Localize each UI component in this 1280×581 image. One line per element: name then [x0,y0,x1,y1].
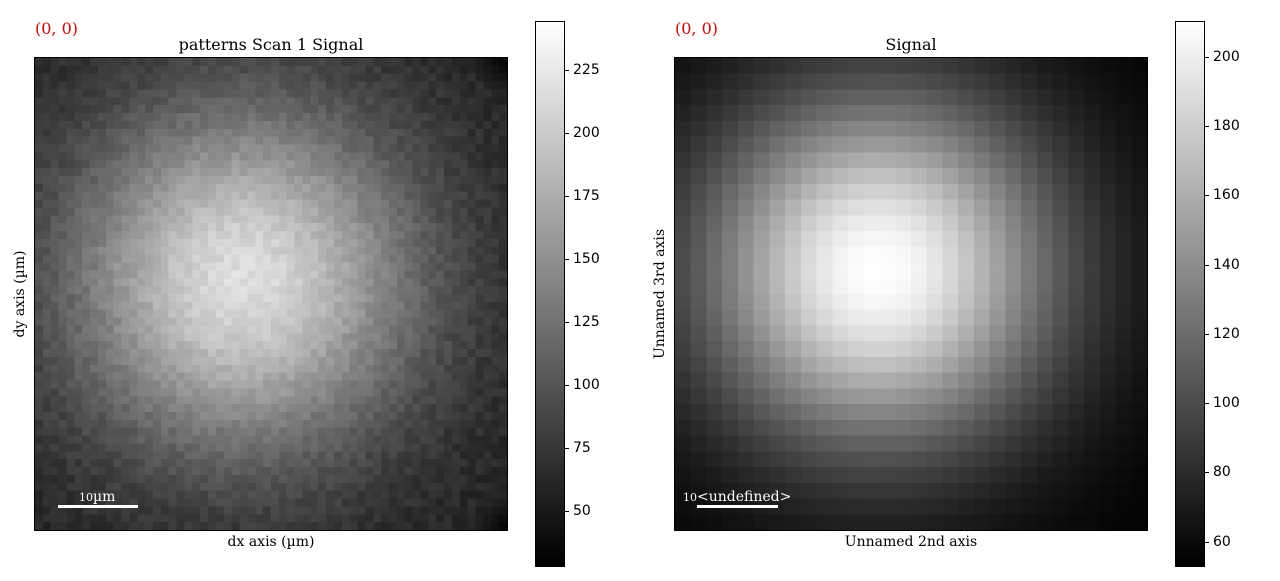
left-scalebar-label: 10µm [79,490,115,505]
colorbar-tick-label: 120 [1213,326,1240,342]
right-x-axis-label: Unnamed 2nd axis [844,534,978,550]
colorbar-tick [564,511,569,512]
right-scalebar-unit: <undefined> [697,489,792,505]
right-scalebar-label: 10<undefined> [683,490,791,505]
right-heatmap-image[interactable] [674,57,1148,531]
colorbar-tick [564,133,569,134]
coordinate-readout-left: (0, 0) [35,19,79,38]
left-scalebar-unit: µm [93,489,116,505]
colorbar-tick [564,385,569,386]
colorbar-tick [1204,195,1209,196]
left-heatmap-image[interactable] [34,57,508,531]
left-y-axis-label: dy axis (µm) [12,250,28,338]
coordinate-readout-right: (0, 0) [675,19,719,38]
colorbar-tick [1204,57,1209,58]
right-colorbar [1175,21,1205,567]
colorbar-tick-label: 75 [573,440,591,456]
colorbar-tick [564,196,569,197]
right-scalebar-value: 10 [683,491,697,504]
colorbar-tick-label: 60 [1213,534,1231,550]
colorbar-tick [564,70,569,71]
colorbar-tick [564,259,569,260]
left-x-axis-label: dx axis (µm) [227,534,315,550]
colorbar-tick-label: 200 [573,125,600,141]
colorbar-tick [564,322,569,323]
colorbar-tick [1204,472,1209,473]
colorbar-tick-label: 160 [1213,187,1240,203]
colorbar-tick [1204,334,1209,335]
colorbar-tick-label: 225 [573,62,600,78]
colorbar-tick-label: 125 [573,314,600,330]
colorbar-tick-label: 175 [573,188,600,204]
colorbar-tick-label: 80 [1213,464,1231,480]
right-scalebar [697,505,778,508]
colorbar-tick [1204,265,1209,266]
left-chart-title: patterns Scan 1 Signal [178,35,364,54]
colorbar-tick-label: 180 [1213,118,1240,134]
colorbar-tick-label: 50 [573,503,591,519]
left-scalebar [58,505,138,508]
colorbar-tick [1204,542,1209,543]
left-colorbar [535,21,565,567]
right-y-axis-label: Unnamed 3rd axis [652,228,668,360]
colorbar-tick-label: 200 [1213,49,1240,65]
colorbar-tick-label: 100 [573,377,600,393]
colorbar-tick [1204,126,1209,127]
colorbar-tick-label: 150 [573,251,600,267]
colorbar-tick-label: 100 [1213,395,1240,411]
colorbar-tick [1204,403,1209,404]
left-scalebar-value: 10 [79,491,93,504]
right-chart-title: Signal [885,35,937,54]
colorbar-tick [564,448,569,449]
colorbar-tick-label: 140 [1213,257,1240,273]
